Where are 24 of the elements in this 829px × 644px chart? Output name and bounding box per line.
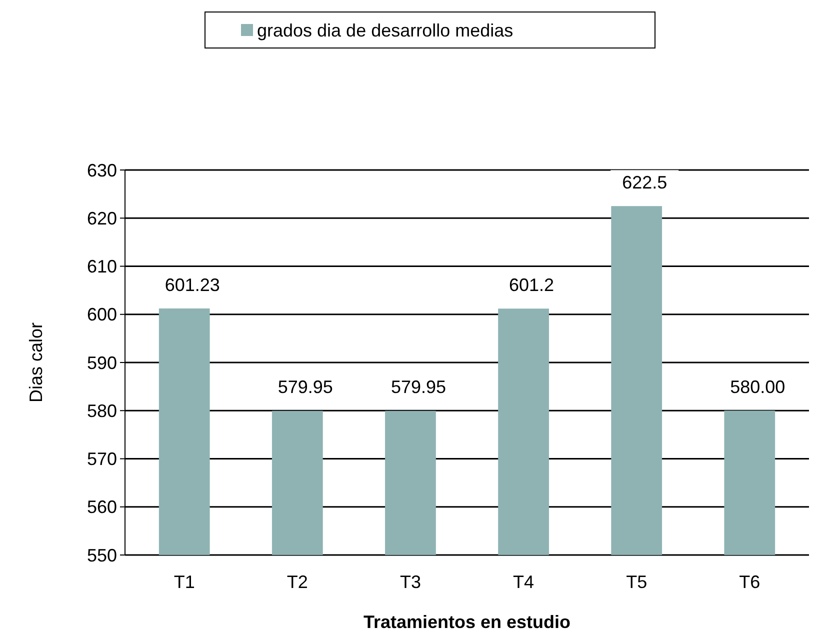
data-label: 622.5 — [622, 172, 668, 192]
x-tick-label: T3 — [400, 572, 421, 592]
y-tick-label: 570 — [86, 449, 117, 470]
x-tick-label: T6 — [739, 572, 760, 592]
data-label: 601.2 — [509, 274, 554, 295]
x-tick-label: T1 — [174, 572, 195, 592]
data-label: 580.00 — [730, 376, 786, 397]
x-axis-title: Tratamientos en estudio — [363, 612, 571, 632]
x-tick-label: T5 — [626, 572, 648, 592]
x-tick-label: T2 — [286, 572, 308, 592]
y-tick-label: 590 — [86, 352, 117, 373]
legend-label: grados dia de desarrollo medias — [257, 20, 514, 40]
y-tick-label: 560 — [86, 497, 117, 518]
data-label: 579.95 — [278, 377, 333, 398]
data-label: 601.23 — [164, 274, 220, 295]
y-tick-label: 620 — [86, 208, 117, 228]
y-axis-title: Dias calor — [26, 322, 46, 403]
y-tick-label: 600 — [86, 304, 117, 325]
y-tick-label: 630 — [86, 160, 117, 180]
x-tick-label: T4 — [513, 572, 534, 592]
data-label: 579.95 — [390, 377, 446, 398]
y-tick-label: 550 — [86, 545, 117, 566]
y-tick-label: 580 — [86, 400, 117, 421]
y-tick-label: 610 — [86, 256, 117, 277]
